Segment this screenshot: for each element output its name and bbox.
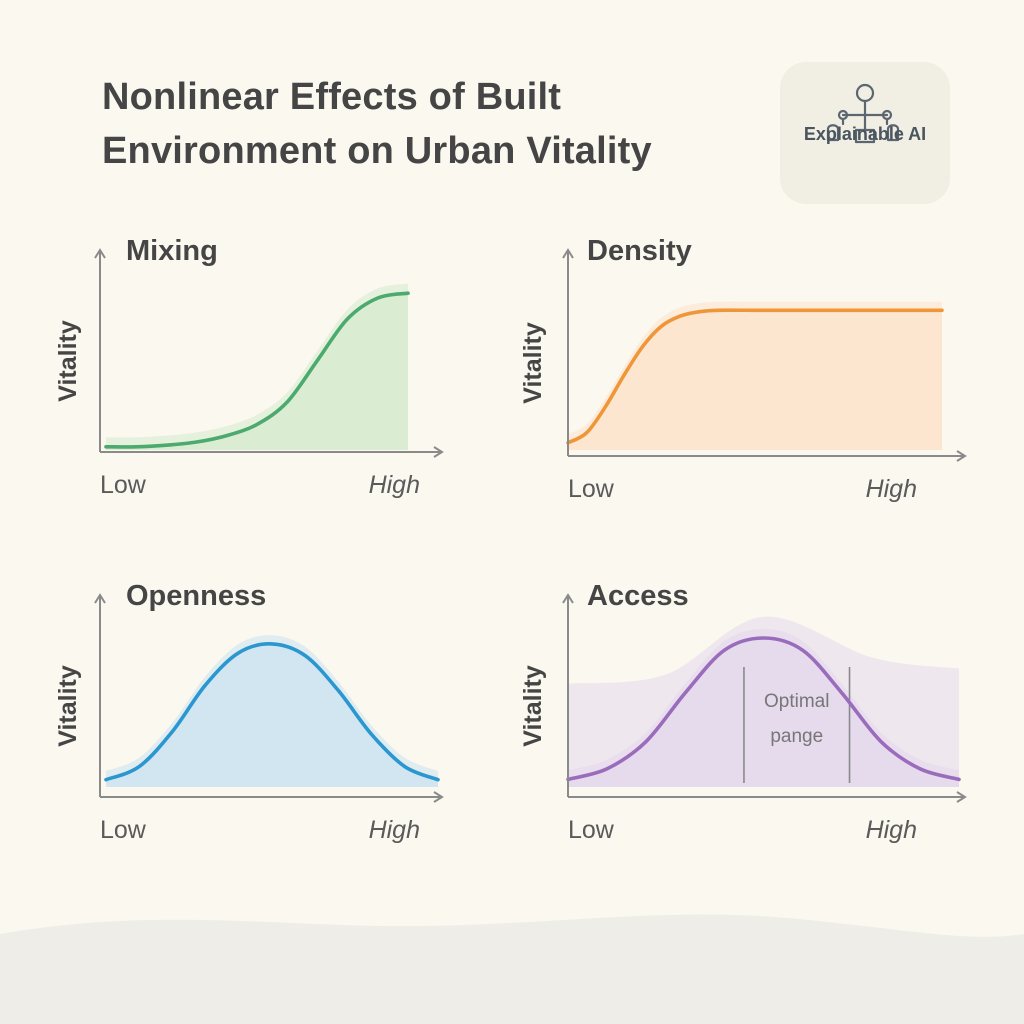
- chart-title: Density: [587, 235, 692, 267]
- x-axis-high-label: High: [866, 816, 917, 844]
- series-line: [566, 636, 961, 782]
- chart-access: Optimal pange Access Vitality Low High: [519, 580, 967, 844]
- chart-density: Density Vitality Low High: [519, 235, 967, 503]
- area-fill: [106, 293, 408, 450]
- series-line: [566, 308, 944, 445]
- chart-openness: Openness Vitality Low High: [54, 580, 444, 844]
- y-axis-arrow: [562, 593, 574, 604]
- series-line: [104, 642, 440, 782]
- title-line-2: Environment on Urban Vitality: [102, 130, 652, 172]
- x-axis-high-label: High: [866, 475, 917, 503]
- y-axis-arrow: [562, 248, 574, 259]
- x-axis-low-label: Low: [100, 471, 147, 499]
- y-axis-label: Vitality: [54, 320, 82, 402]
- chart-title: Openness: [126, 580, 266, 612]
- series-line: [104, 291, 410, 449]
- y-axis-label: Vitality: [519, 665, 547, 747]
- x-axis-high-label: High: [369, 816, 420, 844]
- network-tree-icon: [826, 83, 900, 144]
- chart-title: Mixing: [126, 235, 218, 267]
- chart-mixing: Mixing Vitality Low High: [54, 235, 444, 499]
- title-line-1: Nonlinear Effects of Built: [102, 76, 562, 118]
- chart-title: Access: [587, 580, 689, 612]
- x-axis-arrow: [433, 446, 444, 458]
- optimal-range-label: Optimal: [764, 691, 829, 712]
- bottom-wave: [0, 914, 1024, 1024]
- x-axis-arrow: [956, 791, 967, 803]
- x-axis-low-label: Low: [568, 475, 615, 503]
- y-axis-arrow: [94, 593, 106, 604]
- optimal-range-label: pange: [770, 726, 823, 747]
- page-title: Nonlinear Effects of Built Environment o…: [102, 70, 652, 178]
- x-axis-low-label: Low: [100, 816, 147, 844]
- area-fill: [568, 638, 959, 787]
- area-fill: [106, 643, 438, 787]
- area-fill: [568, 310, 942, 450]
- x-axis-high-label: High: [369, 471, 420, 499]
- x-axis-arrow: [433, 791, 444, 803]
- y-axis-arrow: [94, 248, 106, 259]
- y-axis-label: Vitality: [54, 665, 82, 747]
- x-axis-low-label: Low: [568, 816, 615, 844]
- y-axis-label: Vitality: [519, 322, 547, 404]
- x-axis-arrow: [956, 450, 967, 462]
- badge-label: Explainable AI: [803, 124, 927, 144]
- explainable-ai-badge: Explainable AI: [780, 62, 950, 204]
